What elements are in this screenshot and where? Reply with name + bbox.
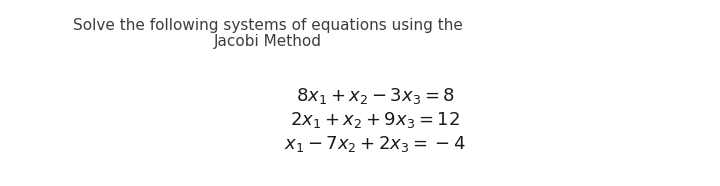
Text: $x_1 - 7x_2 + 2x_3 = -4$: $x_1 - 7x_2 + 2x_3 = -4$ [284, 134, 466, 154]
Text: $2x_1 + x_2 + 9x_3 = 12$: $2x_1 + x_2 + 9x_3 = 12$ [290, 110, 460, 130]
Text: $8x_1 + x_2 - 3x_3 = 8$: $8x_1 + x_2 - 3x_3 = 8$ [295, 86, 454, 106]
Text: Jacobi Method: Jacobi Method [214, 34, 322, 49]
Text: Solve the following systems of equations using the: Solve the following systems of equations… [73, 18, 463, 33]
